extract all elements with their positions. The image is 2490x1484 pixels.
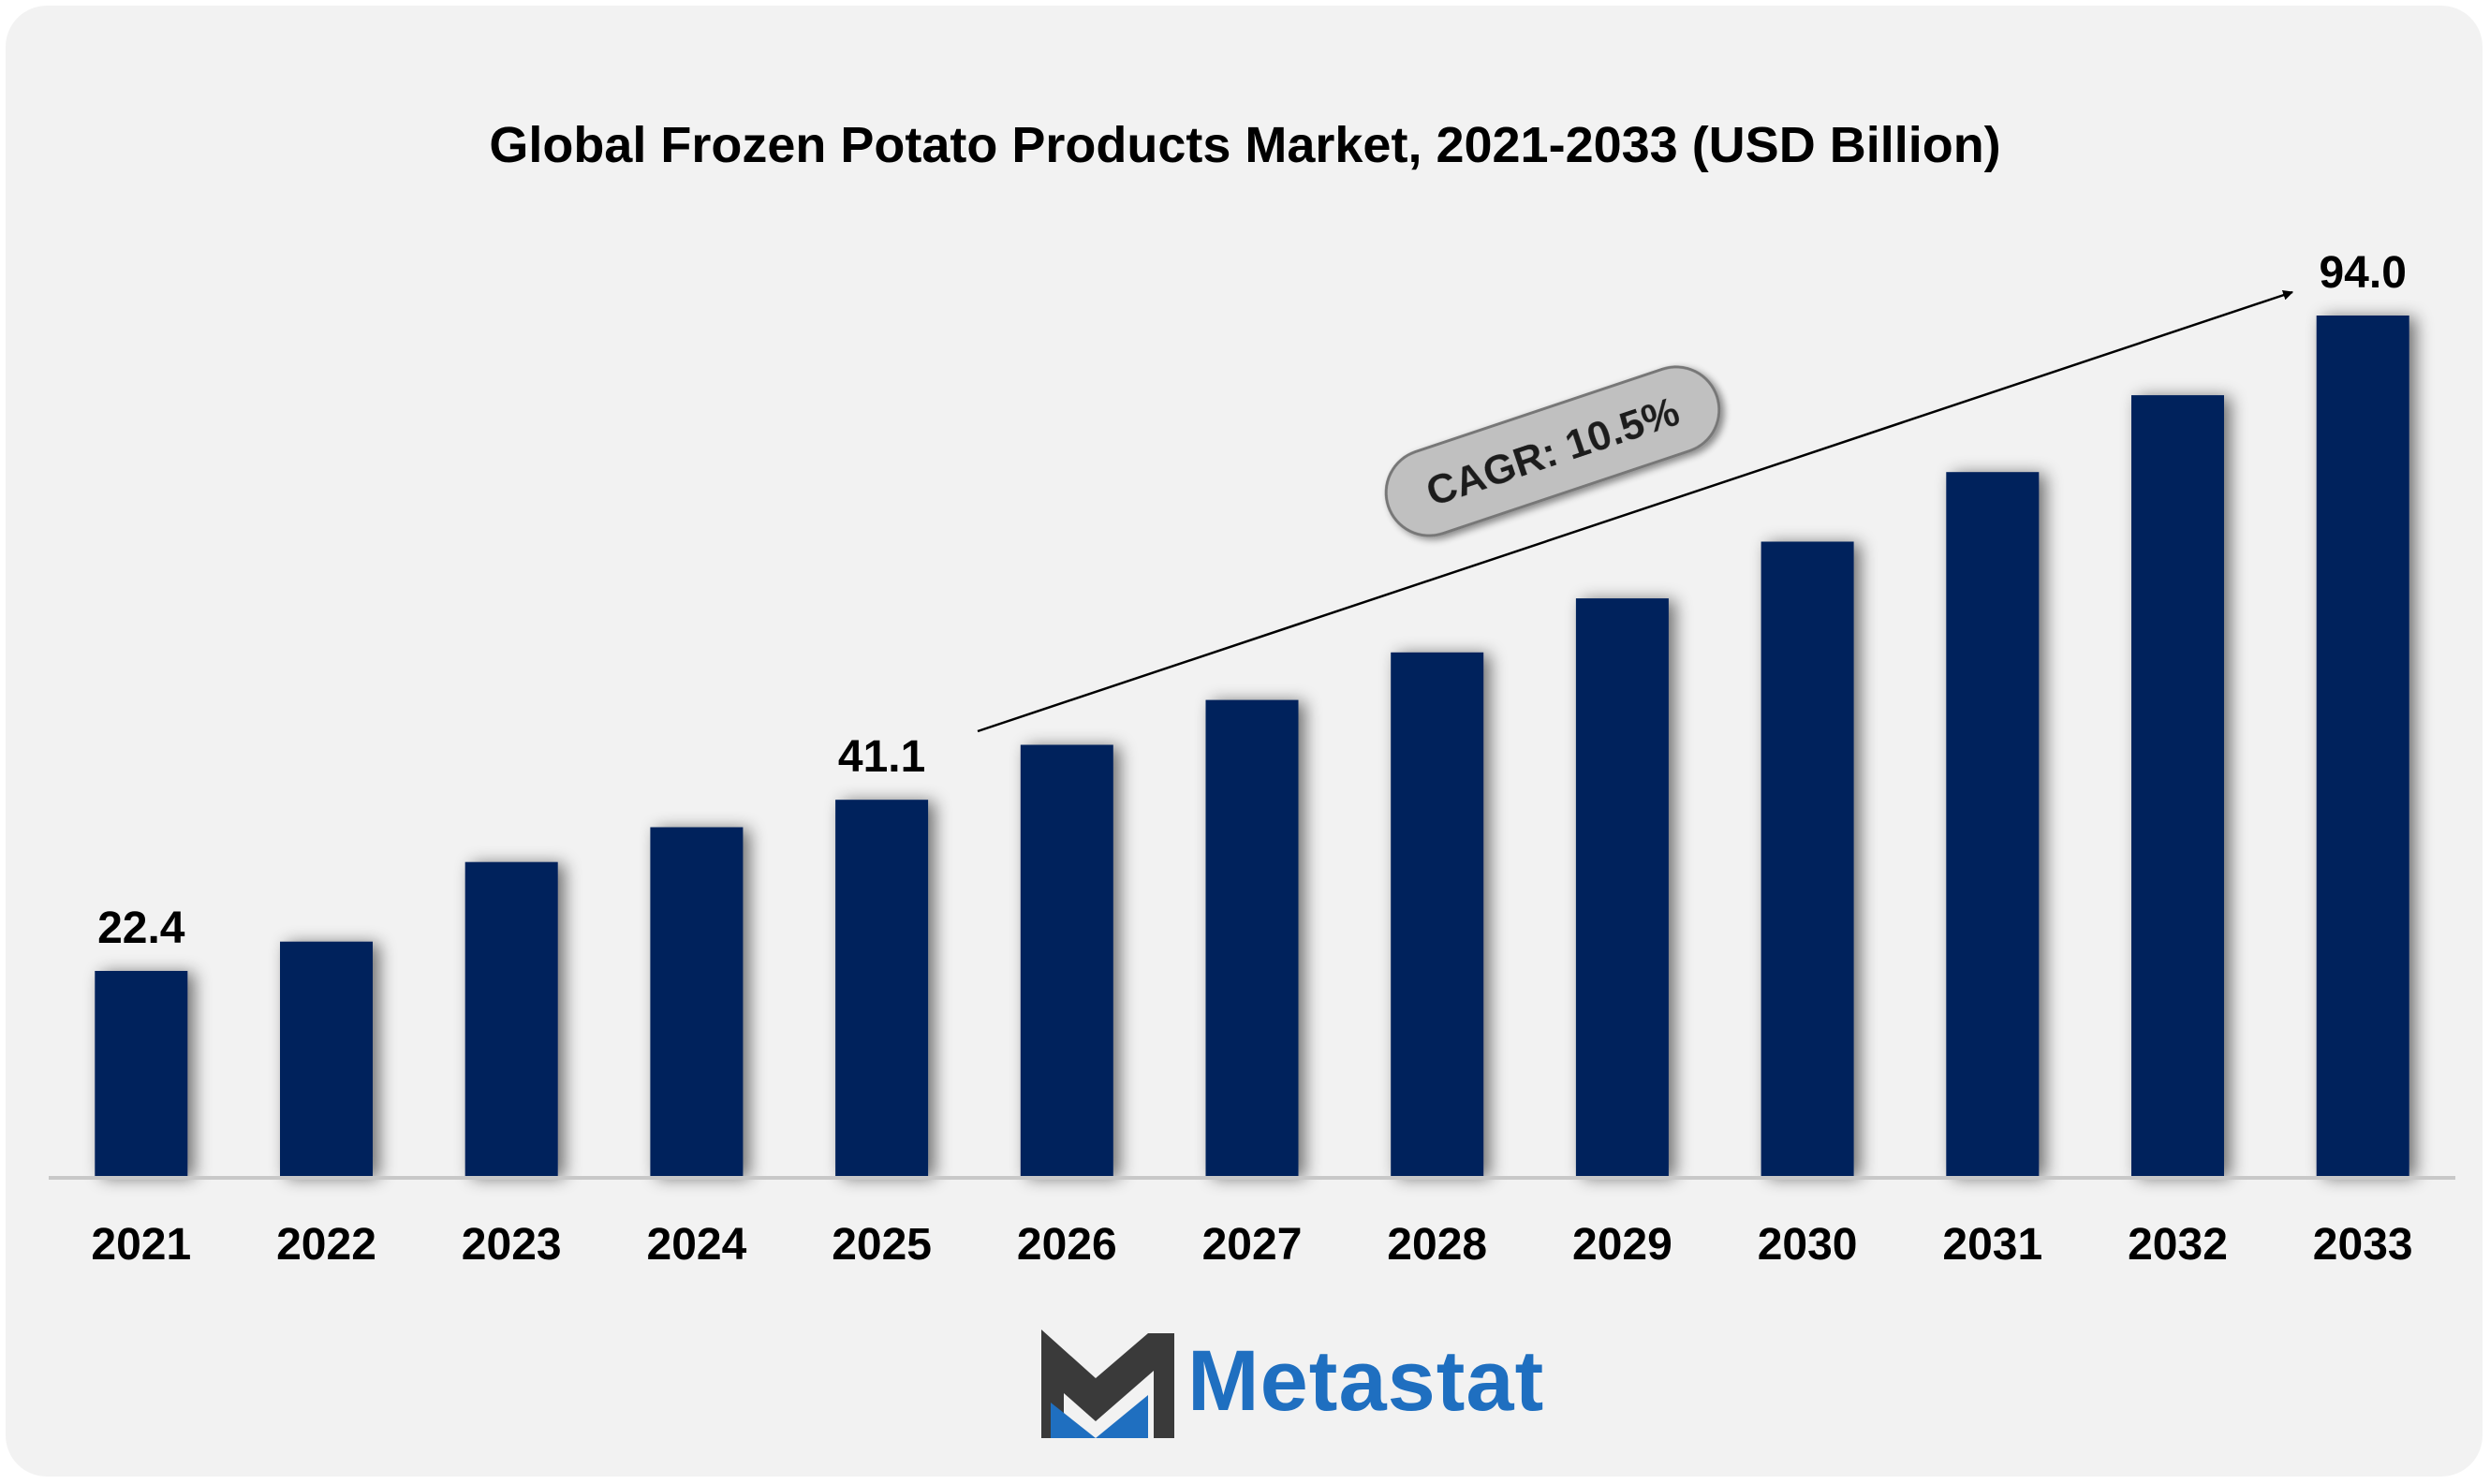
cagr-trend-arrow bbox=[977, 289, 2294, 733]
x-tick-label-2021: 2021 bbox=[91, 1220, 191, 1270]
bar-2031 bbox=[1946, 472, 2040, 1176]
x-tick-label-2032: 2032 bbox=[2128, 1220, 2228, 1270]
chart-title: Global Frozen Potato Products Market, 20… bbox=[489, 117, 2001, 173]
bar-2028 bbox=[1391, 652, 1484, 1176]
x-tick-label-2023: 2023 bbox=[462, 1220, 562, 1270]
x-tick-label-2027: 2027 bbox=[1202, 1220, 1303, 1270]
cagr-pill bbox=[1384, 365, 1721, 537]
x-tick-label-2028: 2028 bbox=[1387, 1220, 1487, 1270]
x-tick-labels: 2021 2022 2023 2024 2025 2026 2027 2028 2029 2030… bbox=[91, 1220, 2412, 1270]
x-tick-label-2029: 2029 bbox=[1572, 1220, 1672, 1270]
bar-2027 bbox=[1205, 699, 1299, 1176]
x-tick-label-2025: 2025 bbox=[832, 1220, 932, 1270]
x-tick-label-2022: 2022 bbox=[276, 1220, 376, 1270]
bar-2026 bbox=[1020, 744, 1113, 1176]
data-label-2025: 41.1 bbox=[838, 732, 925, 782]
data-label-2021: 22.4 bbox=[97, 904, 185, 953]
bar-2030 bbox=[1761, 541, 1854, 1176]
x-tick-label-2033: 2033 bbox=[2313, 1220, 2413, 1270]
bar-2022 bbox=[280, 941, 373, 1176]
bar-2024 bbox=[650, 827, 744, 1176]
metastat-logo: Metastat bbox=[1038, 1320, 1562, 1442]
metastat-m-logo-icon bbox=[1041, 1330, 1174, 1438]
bar-2032 bbox=[2131, 395, 2224, 1177]
bar-2029 bbox=[1575, 598, 1669, 1176]
bars-group bbox=[95, 316, 2409, 1177]
metastat-logo-text: Metastat bbox=[1187, 1333, 1545, 1429]
cagr-annotation: CAGR: 10.5% bbox=[1384, 365, 1721, 537]
data-labels: 22.4 41.1 94.0 bbox=[97, 248, 2407, 953]
x-tick-label-2030: 2030 bbox=[1758, 1220, 1858, 1270]
bar-2025 bbox=[835, 800, 929, 1176]
bar-2023 bbox=[464, 861, 558, 1176]
bar-2033 bbox=[2316, 316, 2409, 1176]
bar-2021 bbox=[95, 971, 188, 1176]
x-tick-label-2031: 2031 bbox=[1942, 1220, 2042, 1270]
data-label-2033: 94.0 bbox=[2319, 248, 2406, 298]
x-tick-label-2026: 2026 bbox=[1017, 1220, 1117, 1270]
x-tick-label-2024: 2024 bbox=[647, 1220, 747, 1270]
